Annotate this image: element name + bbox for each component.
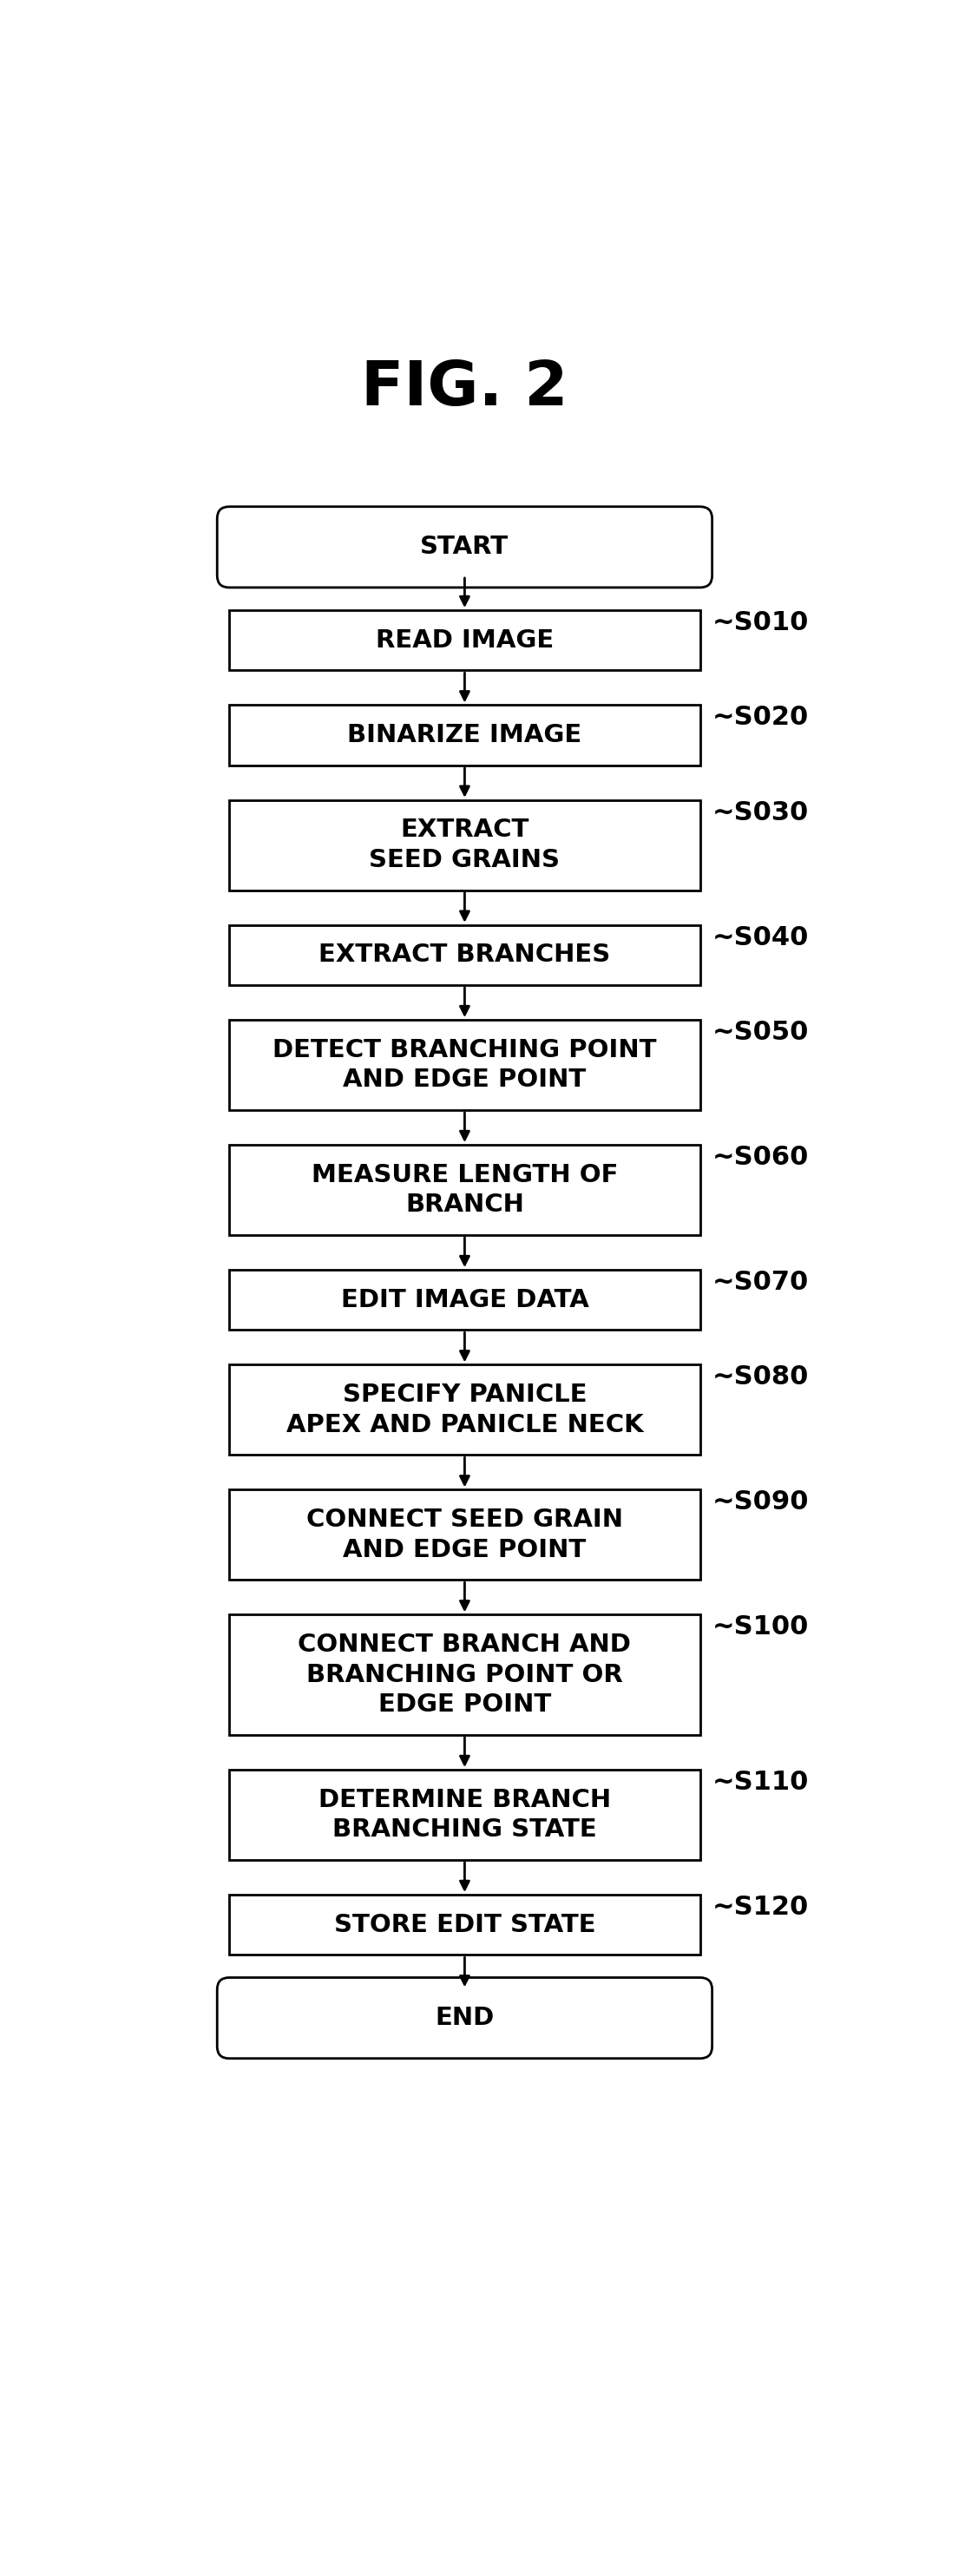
Text: ~S080: ~S080 (712, 1365, 809, 1391)
Text: END: END (435, 2007, 494, 2030)
Text: CONNECT SEED GRAIN
AND EDGE POINT: CONNECT SEED GRAIN AND EDGE POINT (306, 1507, 623, 1561)
Text: ~S040: ~S040 (712, 925, 809, 951)
Text: ~S070: ~S070 (712, 1270, 809, 1296)
Bar (230, 1144, 700, 1234)
Text: ~S100: ~S100 (712, 1615, 809, 1641)
Bar (230, 1365, 700, 1455)
Text: ~S030: ~S030 (712, 801, 809, 824)
Text: ~S090: ~S090 (712, 1489, 809, 1515)
Bar (230, 1896, 700, 1955)
Bar (230, 1770, 700, 1860)
Text: DETERMINE BRANCH
BRANCHING STATE: DETERMINE BRANCH BRANCHING STATE (318, 1788, 611, 1842)
Bar (230, 1270, 700, 1329)
Text: FIG. 2: FIG. 2 (361, 358, 568, 417)
Text: EXTRACT BRANCHES: EXTRACT BRANCHES (318, 943, 611, 966)
FancyBboxPatch shape (217, 507, 712, 587)
Bar (230, 1020, 700, 1110)
Bar (230, 801, 700, 891)
Text: EDIT IMAGE DATA: EDIT IMAGE DATA (341, 1288, 589, 1311)
Text: CONNECT BRANCH AND
BRANCHING POINT OR
EDGE POINT: CONNECT BRANCH AND BRANCHING POINT OR ED… (298, 1633, 631, 1718)
Text: READ IMAGE: READ IMAGE (375, 629, 554, 652)
Text: BINARIZE IMAGE: BINARIZE IMAGE (347, 724, 582, 747)
Text: EXTRACT
SEED GRAINS: EXTRACT SEED GRAINS (370, 819, 560, 873)
Bar (230, 925, 700, 984)
Text: DETECT BRANCHING POINT
AND EDGE POINT: DETECT BRANCHING POINT AND EDGE POINT (273, 1038, 656, 1092)
Text: START: START (421, 536, 509, 559)
Text: ~S020: ~S020 (712, 706, 809, 732)
Text: SPECIFY PANICLE
APEX AND PANICLE NECK: SPECIFY PANICLE APEX AND PANICLE NECK (286, 1383, 644, 1437)
Bar (230, 1615, 700, 1736)
Text: ~S120: ~S120 (712, 1896, 809, 1919)
Text: ~S060: ~S060 (712, 1144, 809, 1170)
FancyBboxPatch shape (217, 1978, 712, 2058)
Text: STORE EDIT STATE: STORE EDIT STATE (334, 1911, 595, 1937)
Bar (230, 706, 700, 765)
Text: ~S110: ~S110 (712, 1770, 809, 1795)
Text: MEASURE LENGTH OF
BRANCH: MEASURE LENGTH OF BRANCH (312, 1162, 618, 1216)
Text: ~S050: ~S050 (712, 1020, 809, 1046)
Text: ~S010: ~S010 (712, 611, 809, 636)
Bar (230, 611, 700, 670)
Bar (230, 1489, 700, 1579)
